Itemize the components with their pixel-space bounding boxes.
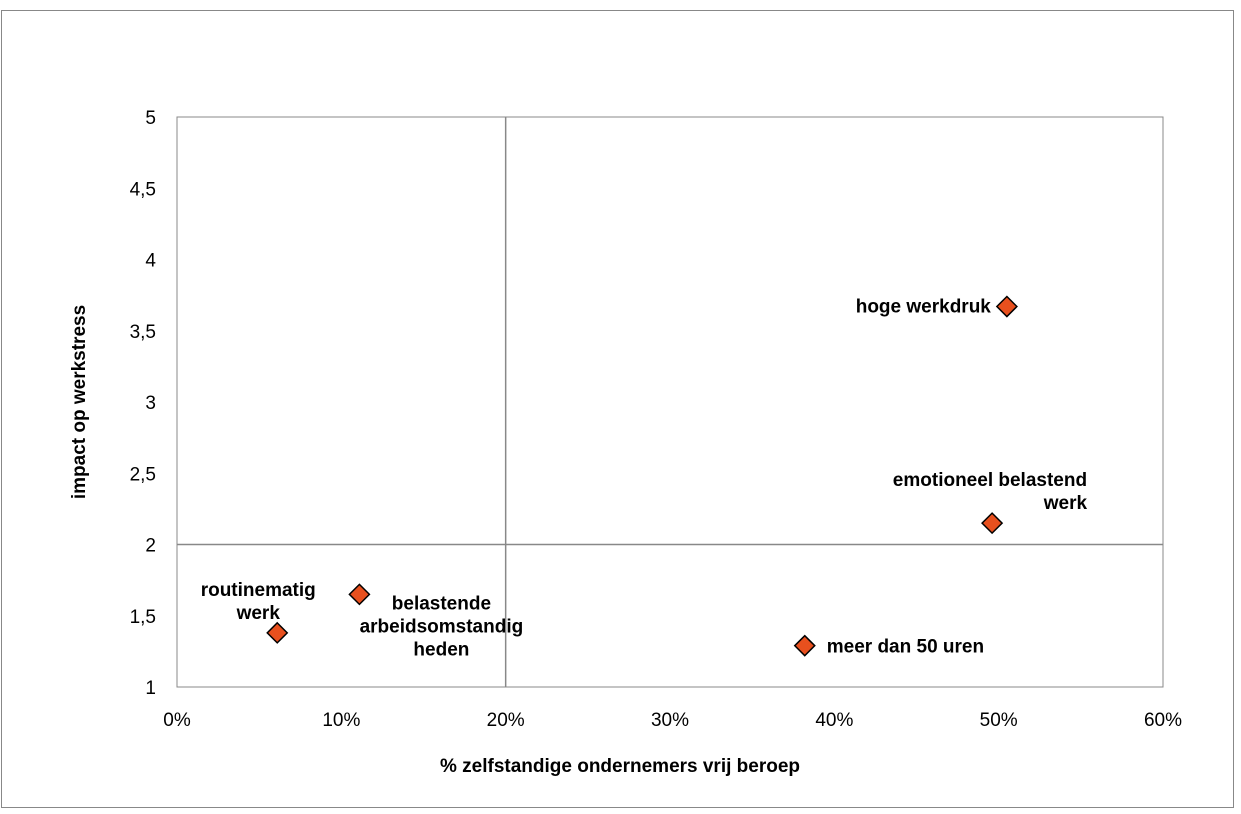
plot-area <box>176 116 1164 688</box>
x-tick-label: 60% <box>1144 710 1182 731</box>
data-point-label: routinematig werk <box>201 580 316 624</box>
x-tick-label: 0% <box>163 710 191 731</box>
data-point-marker <box>995 295 1018 318</box>
x-tick-label: 10% <box>322 710 360 731</box>
x-tick-label: 30% <box>651 710 689 731</box>
y-tick-label: 1 <box>145 678 156 699</box>
y-tick-label: 4 <box>145 251 156 272</box>
x-axis-title: % zelfstandige ondernemers vrij beroep <box>440 756 800 777</box>
data-point-marker <box>793 634 816 657</box>
data-point-marker <box>266 621 289 644</box>
data-point-label: belastende arbeidsomstandig heden <box>360 593 524 660</box>
data-point-marker <box>348 583 371 606</box>
y-tick-label: 5 <box>145 108 156 129</box>
data-point-label: meer dan 50 uren <box>827 637 984 658</box>
x-axis-ticks: 0% 10% 20% 30% 40% 50% 60% <box>163 710 1182 731</box>
y-axis-ticks: 1 1,5 2 2,5 3 3,5 4 4,5 5 <box>130 108 157 699</box>
data-points: hoge werkdruk emotioneel belastend werk mee… <box>201 295 1088 660</box>
reference-lines <box>177 117 1163 687</box>
x-tick-label: 40% <box>815 710 853 731</box>
x-tick-label: 20% <box>487 710 525 731</box>
data-point-label: emotioneel belastend werk <box>893 470 1088 514</box>
x-tick-label: 50% <box>980 710 1018 731</box>
y-tick-label: 1,5 <box>130 607 156 628</box>
y-axis-title: impact op werkstress <box>69 305 90 499</box>
y-tick-label: 2,5 <box>130 464 156 485</box>
y-tick-label: 3,5 <box>130 322 156 343</box>
data-point-label: hoge werkdruk <box>856 297 992 318</box>
y-tick-label: 2 <box>145 536 156 557</box>
y-tick-label: 4,5 <box>130 179 156 200</box>
data-point-marker <box>981 512 1004 535</box>
y-tick-label: 3 <box>145 393 156 414</box>
